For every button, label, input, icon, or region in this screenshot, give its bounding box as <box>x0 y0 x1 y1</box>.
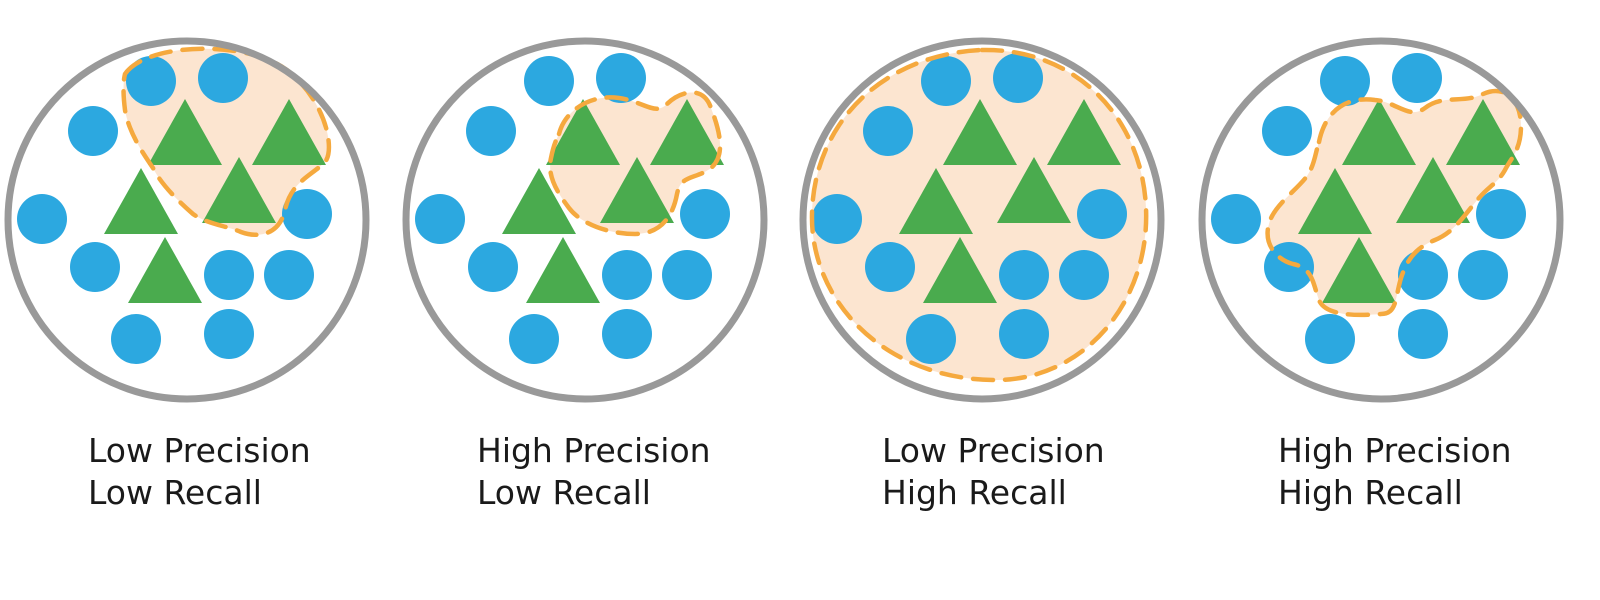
negative-dot <box>812 194 862 244</box>
positive-triangle <box>650 99 724 165</box>
panel-caption-4: High Precision High Recall <box>1278 430 1512 514</box>
positive-triangle <box>148 99 222 165</box>
negative-dot <box>993 53 1043 103</box>
selection-outline <box>1265 88 1524 318</box>
negative-dot <box>68 106 118 156</box>
negative-dot <box>70 242 120 292</box>
recall-label: Low Recall <box>88 473 262 512</box>
negative-dot <box>921 56 971 106</box>
negative-dot <box>999 309 1049 359</box>
positive-triangle <box>1322 237 1396 303</box>
negative-dot <box>680 189 730 239</box>
positive-triangle <box>502 168 576 234</box>
negative-dot <box>1305 314 1355 364</box>
positive-triangle <box>1298 168 1372 234</box>
positive-triangle <box>128 237 202 303</box>
negative-dot <box>468 242 518 292</box>
positive-triangle <box>943 99 1017 165</box>
negative-dot <box>1398 250 1448 300</box>
panel-4 <box>1198 37 1564 403</box>
positive-triangle <box>546 99 620 165</box>
negative-dot <box>999 250 1049 300</box>
positive-triangle <box>1446 99 1520 165</box>
population-circle <box>1198 37 1564 403</box>
population-circle <box>402 37 768 403</box>
negative-dot <box>1059 250 1109 300</box>
panel-2 <box>402 37 768 403</box>
negative-dot <box>865 242 915 292</box>
positive-triangle <box>923 237 997 303</box>
negative-dot <box>1262 106 1312 156</box>
negative-dot <box>1392 53 1442 103</box>
negative-dot <box>1398 309 1448 359</box>
negative-dot <box>602 250 652 300</box>
negative-dot <box>1211 194 1261 244</box>
negative-dot <box>126 56 176 106</box>
positive-triangle <box>104 168 178 234</box>
negative-dot <box>204 250 254 300</box>
recall-label: High Recall <box>882 473 1067 512</box>
recall-label: Low Recall <box>477 473 651 512</box>
precision-label: Low Precision <box>882 431 1105 470</box>
positive-triangle <box>252 99 326 165</box>
positive-triangle <box>997 157 1071 223</box>
negative-dot <box>1458 250 1508 300</box>
panel-caption-2: High Precision Low Recall <box>477 430 711 514</box>
panel-caption-1: Low Precision Low Recall <box>88 430 311 514</box>
population-circle <box>799 37 1165 403</box>
negative-dot <box>204 309 254 359</box>
selection-outline <box>809 47 1149 383</box>
panel-1 <box>4 37 370 403</box>
negative-dot <box>198 53 248 103</box>
panel-caption-3: Low Precision High Recall <box>882 430 1105 514</box>
negative-dot <box>863 106 913 156</box>
negative-dot <box>415 194 465 244</box>
negative-dot <box>264 250 314 300</box>
negative-dot <box>1476 189 1526 239</box>
recall-label: High Recall <box>1278 473 1463 512</box>
positive-triangle <box>1396 157 1470 223</box>
negative-dot <box>509 314 559 364</box>
negative-dot <box>466 106 516 156</box>
negative-dot <box>1264 242 1314 292</box>
negative-dot <box>111 314 161 364</box>
positive-triangle <box>202 157 276 223</box>
positive-triangle <box>600 157 674 223</box>
positive-triangle <box>1047 99 1121 165</box>
negative-dot <box>1077 189 1127 239</box>
precision-label: Low Precision <box>88 431 311 470</box>
negative-dot <box>17 194 67 244</box>
negative-dot <box>596 53 646 103</box>
negative-dot <box>282 189 332 239</box>
positive-triangle <box>526 237 600 303</box>
positive-triangle <box>1342 99 1416 165</box>
negative-dot <box>662 250 712 300</box>
negative-dot <box>906 314 956 364</box>
positive-triangle <box>899 168 973 234</box>
negative-dot <box>602 309 652 359</box>
negative-dot <box>524 56 574 106</box>
population-circle <box>4 37 370 403</box>
precision-label: High Precision <box>477 431 711 470</box>
selection-outline <box>547 90 723 237</box>
precision-label: High Precision <box>1278 431 1512 470</box>
negative-dot <box>1320 56 1370 106</box>
panel-3 <box>799 37 1165 403</box>
selection-region <box>123 48 329 235</box>
